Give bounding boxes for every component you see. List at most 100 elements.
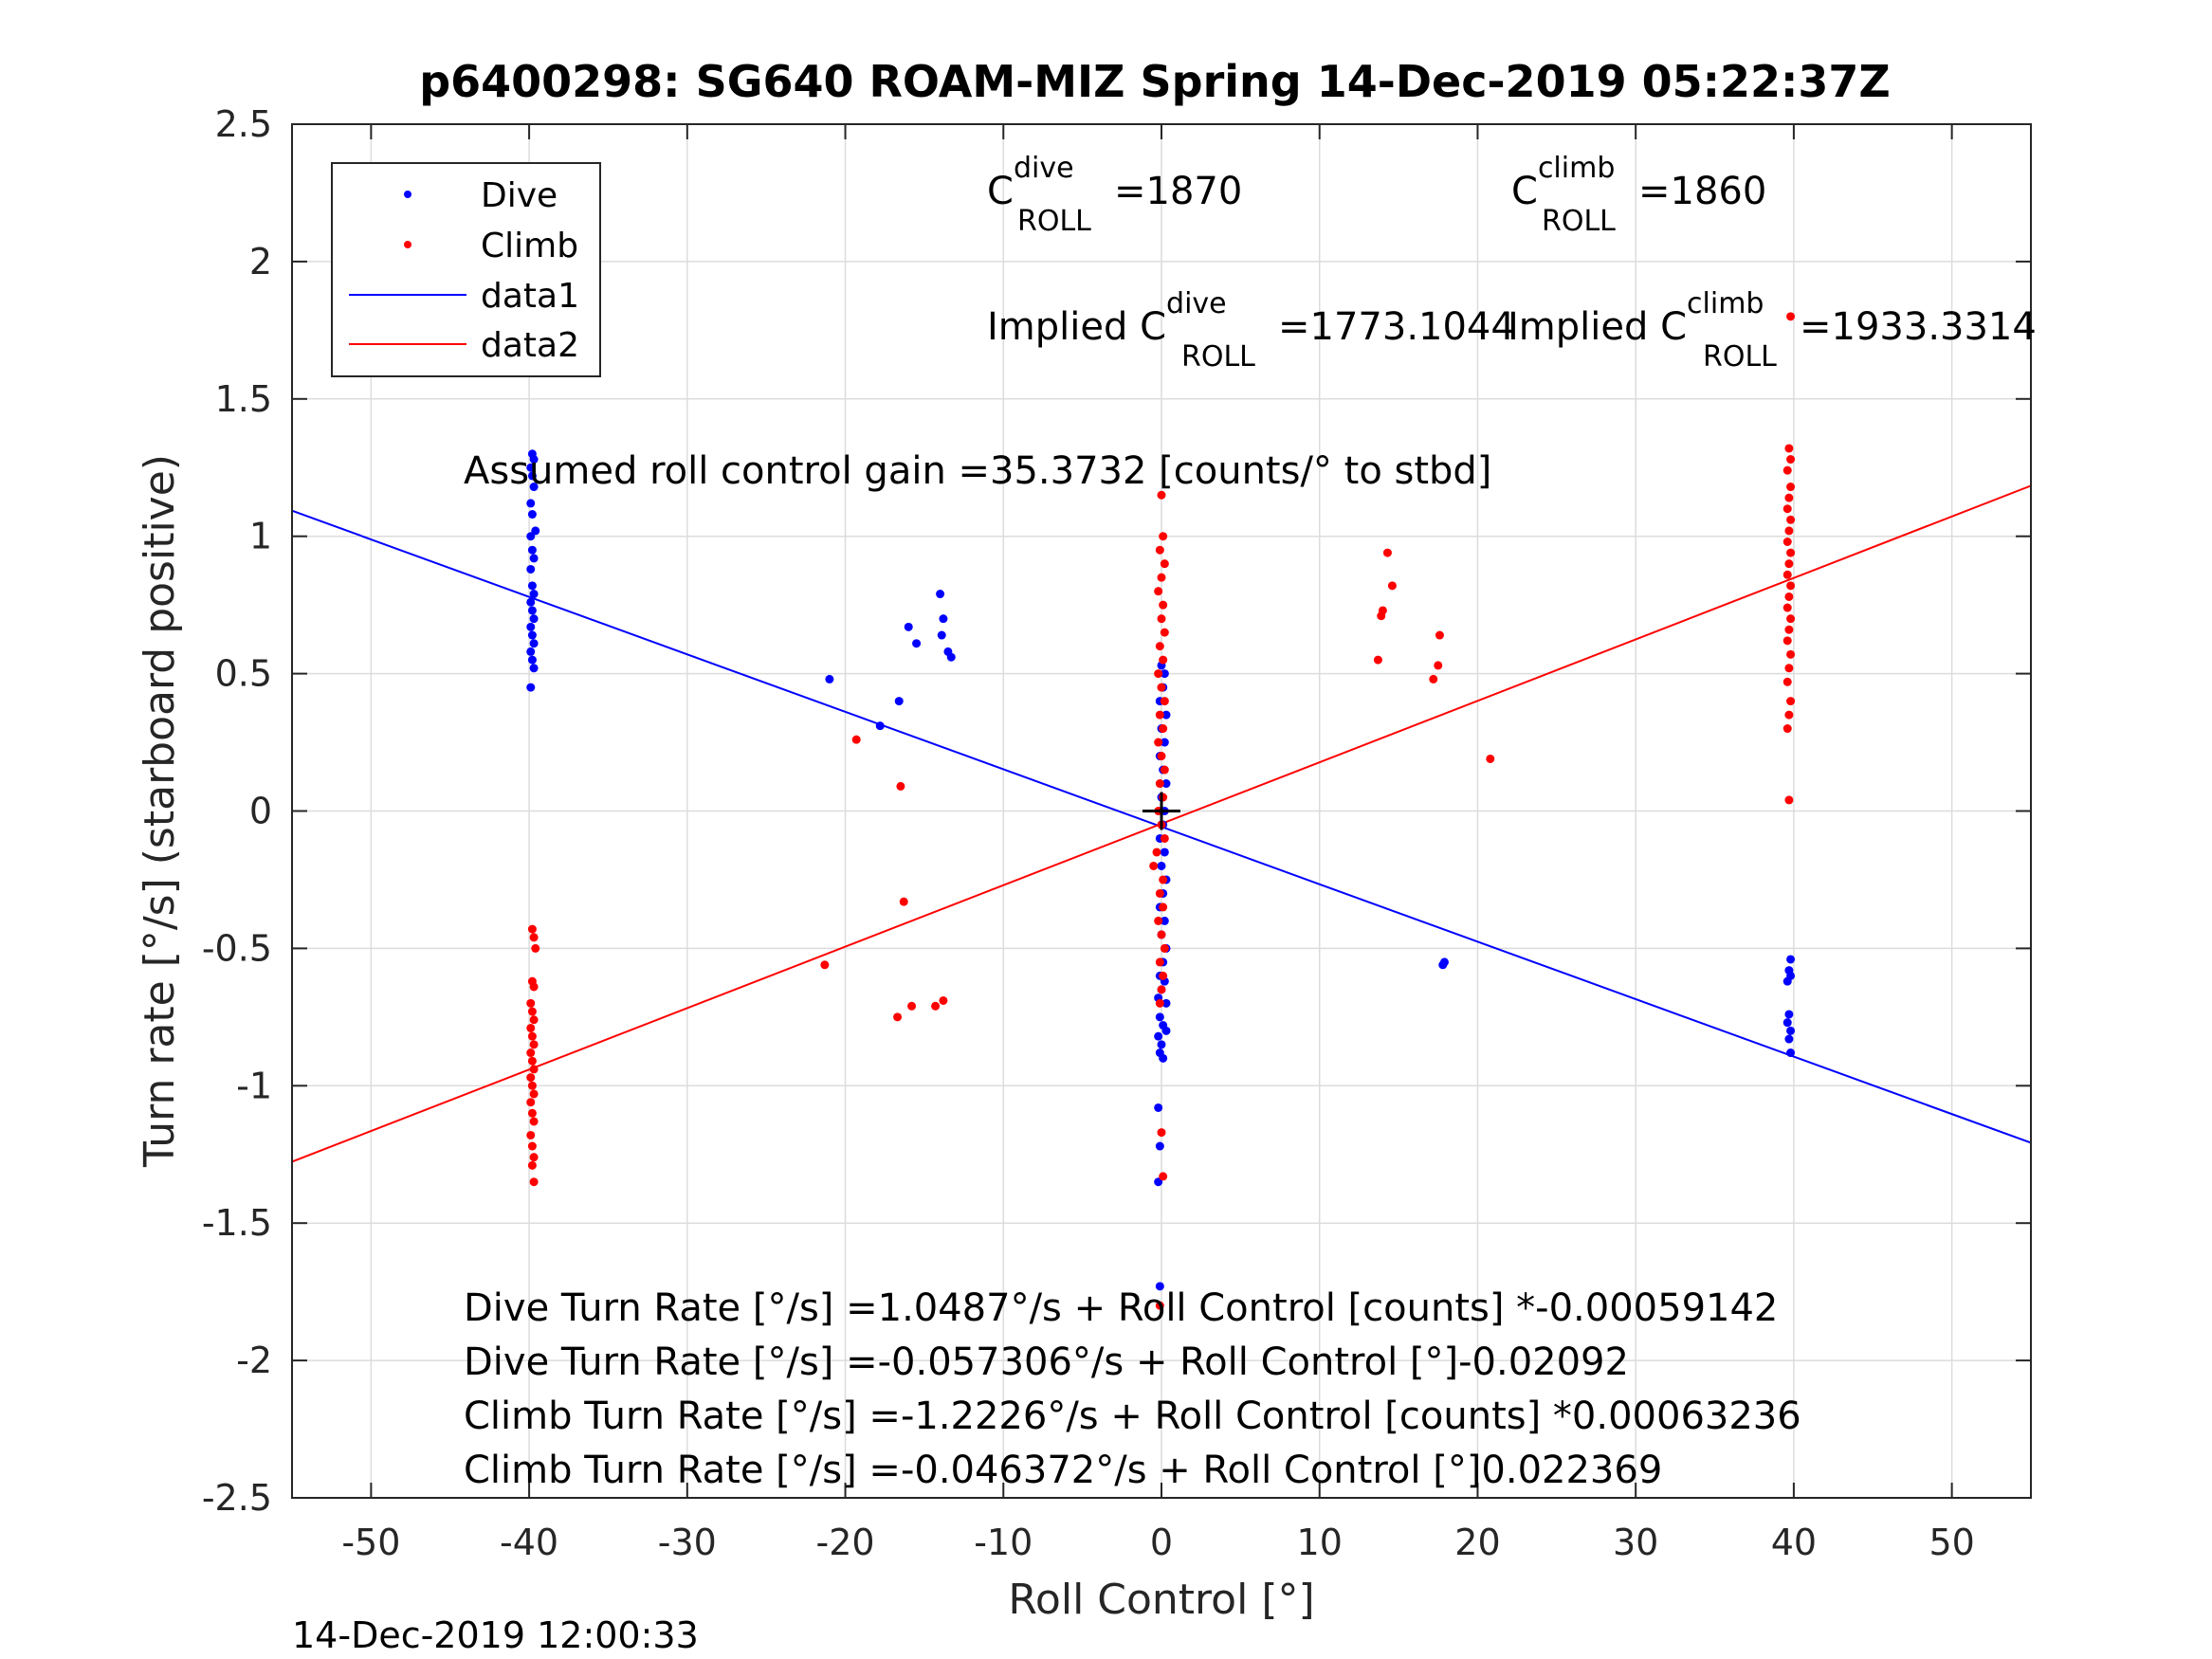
- climb-point: [1429, 674, 1438, 684]
- climb-point: [531, 943, 540, 953]
- legend: Dive Climb data1 data2: [331, 162, 601, 377]
- y-tick-label: -1: [236, 1065, 272, 1106]
- climb-point: [1157, 490, 1166, 500]
- climb-point: [529, 982, 539, 992]
- dive-point: [1161, 1026, 1171, 1035]
- y-tick-label: 2: [249, 241, 272, 283]
- dive-point: [526, 647, 536, 656]
- x-tick-label: -30: [658, 1522, 717, 1563]
- dive-point: [937, 630, 946, 640]
- climb-point: [529, 1015, 539, 1025]
- dive-point: [1784, 1010, 1794, 1019]
- climb-point: [1160, 559, 1169, 569]
- climb-point: [1435, 630, 1444, 640]
- dive-point: [1160, 848, 1169, 857]
- climb-point: [899, 897, 908, 906]
- y-tick-label: 1.5: [215, 378, 272, 420]
- climb-point: [1786, 614, 1796, 624]
- climb-fit-degrees-equation: Climb Turn Rate [°/s] =-0.046372°/s + Ro…: [464, 1449, 1662, 1492]
- climb-point: [1784, 664, 1794, 673]
- y-tick-label: -1.5: [202, 1202, 272, 1244]
- climb-point: [1159, 875, 1168, 884]
- legend-box: [331, 162, 601, 377]
- legend-dive-swatch: [404, 191, 411, 198]
- climb-point: [1157, 985, 1166, 994]
- dive-point: [1161, 998, 1171, 1008]
- dive-point: [526, 597, 536, 607]
- climb-point: [527, 1160, 537, 1170]
- climb-point: [526, 1073, 536, 1083]
- dive-point: [1784, 1034, 1794, 1044]
- climb-point: [1784, 559, 1794, 569]
- climb-point: [529, 1117, 539, 1126]
- climb-point: [526, 1023, 536, 1032]
- dive-point: [526, 463, 536, 472]
- dive-point: [529, 455, 539, 465]
- climb-point: [529, 1065, 539, 1074]
- dive-point: [529, 590, 539, 599]
- dive-point: [912, 639, 922, 648]
- climb-point: [1782, 465, 1792, 475]
- climb-point: [1159, 971, 1168, 980]
- dive-point: [526, 499, 536, 508]
- climb-point: [529, 933, 539, 942]
- climb-point: [529, 1089, 539, 1099]
- dive-point: [825, 674, 834, 684]
- climb-point: [1157, 1128, 1166, 1138]
- climb-point: [1782, 677, 1792, 686]
- legend-climb-label: Climb: [481, 227, 578, 265]
- climb-point: [1378, 606, 1387, 615]
- climb-point: [893, 1012, 903, 1022]
- x-tick-label: 50: [1929, 1522, 1974, 1563]
- dive-point: [1161, 779, 1171, 789]
- climb-point: [1160, 697, 1169, 706]
- climb-point: [1782, 724, 1792, 734]
- climb-point: [1782, 570, 1792, 579]
- dive-point: [1439, 957, 1449, 967]
- x-tick-label: 0: [1150, 1522, 1173, 1563]
- dive-point: [1160, 669, 1169, 679]
- scatter-points: [526, 312, 1796, 1310]
- x-tick-label: 10: [1297, 1522, 1343, 1563]
- climb-point: [1786, 455, 1796, 465]
- dive-point: [1157, 861, 1166, 870]
- climb-point: [1157, 930, 1166, 939]
- climb-point: [1154, 587, 1163, 596]
- implied-c-roll-dive-annotation: Implied Cdive ROLL=1773.1044: [987, 287, 1515, 374]
- climb-point: [1786, 515, 1796, 524]
- legend-data2-label: data2: [481, 326, 579, 365]
- climb-point: [1782, 504, 1792, 514]
- c-roll-climb-annotation: Cclimb ROLL=1860: [1511, 152, 1766, 238]
- climb-point: [527, 1081, 537, 1090]
- dive-point: [1160, 916, 1169, 925]
- climb-point: [1154, 669, 1163, 679]
- climb-point: [527, 1031, 537, 1041]
- climb-point: [896, 781, 905, 791]
- climb-point: [1786, 697, 1796, 706]
- climb-point: [1160, 943, 1169, 953]
- climb-point: [526, 1130, 536, 1139]
- y-axis-label: Turn rate [°/s] (starboard positive): [136, 454, 184, 1168]
- legend-climb-swatch: [404, 241, 411, 248]
- dive-point: [1155, 1282, 1164, 1291]
- climb-point: [1784, 592, 1794, 601]
- climb-point: [1155, 642, 1164, 651]
- climb-point: [1782, 636, 1792, 646]
- legend-data1-label: data1: [481, 277, 579, 316]
- climb-point: [527, 1141, 537, 1151]
- dive-point: [1154, 1031, 1163, 1041]
- dive-point: [1160, 738, 1169, 747]
- dive-point: [529, 639, 539, 648]
- climb-point: [939, 995, 948, 1005]
- climb-point: [1434, 661, 1443, 670]
- axis-ticks: -50 -40 -30 -20 -10 0 10 20 30 40 50-2.5-2-1.5-1-0…: [202, 103, 2031, 1563]
- dive-point: [1155, 1012, 1164, 1022]
- y-tick-label: 0.5: [215, 653, 272, 695]
- climb-point: [1159, 600, 1168, 610]
- dive-point: [1782, 1018, 1792, 1028]
- dive-point: [529, 554, 539, 563]
- climb-fit-counts-equation: Climb Turn Rate [°/s] =-1.2226°/s + Roll…: [464, 1395, 1801, 1438]
- dive-point: [946, 652, 956, 662]
- climb-point: [1784, 710, 1794, 720]
- dive-point: [1786, 1048, 1796, 1058]
